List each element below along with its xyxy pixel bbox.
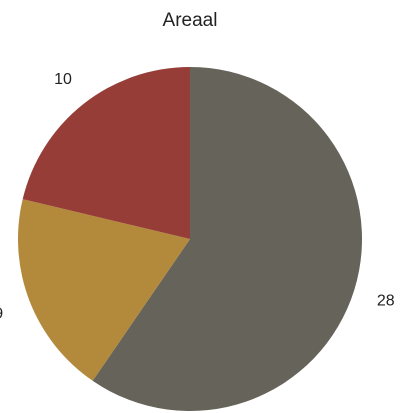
slice-labels: 28 9 10 bbox=[0, 71, 395, 323]
slice-label-9: 9 bbox=[0, 306, 3, 323]
slice-label-28: 28 bbox=[377, 293, 395, 310]
slice-label-10: 10 bbox=[54, 71, 72, 88]
chart-title: Areaal bbox=[163, 10, 218, 31]
pie-slice-10 bbox=[22, 67, 190, 239]
pie-slice-28 bbox=[92, 67, 363, 412]
pie-slice-9 bbox=[17, 199, 190, 381]
pie-slices bbox=[17, 67, 363, 412]
